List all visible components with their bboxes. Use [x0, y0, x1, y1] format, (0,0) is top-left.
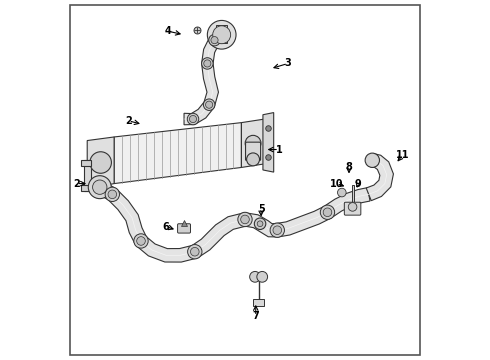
Circle shape: [203, 99, 215, 111]
Circle shape: [204, 60, 211, 67]
Circle shape: [273, 226, 282, 234]
Circle shape: [211, 37, 218, 44]
Text: 2: 2: [73, 179, 80, 189]
Polygon shape: [97, 181, 370, 262]
Circle shape: [188, 244, 202, 259]
Circle shape: [238, 212, 252, 226]
Circle shape: [254, 218, 266, 229]
Circle shape: [93, 180, 107, 194]
Text: 8: 8: [345, 162, 352, 172]
Text: 9: 9: [355, 179, 361, 189]
Circle shape: [88, 176, 111, 199]
Bar: [253, 299, 264, 306]
Circle shape: [245, 135, 261, 151]
FancyBboxPatch shape: [344, 202, 361, 215]
Circle shape: [137, 237, 146, 245]
Bar: [81, 160, 91, 166]
Text: 6: 6: [163, 222, 170, 231]
Circle shape: [246, 153, 260, 166]
Bar: [84, 160, 91, 191]
Text: 5: 5: [258, 204, 265, 214]
Circle shape: [190, 116, 196, 123]
FancyBboxPatch shape: [216, 25, 227, 43]
Bar: [351, 185, 354, 211]
Polygon shape: [263, 113, 274, 172]
Circle shape: [365, 153, 379, 167]
Circle shape: [250, 271, 260, 282]
Text: 3: 3: [285, 58, 292, 68]
Circle shape: [191, 247, 199, 256]
Circle shape: [187, 113, 199, 125]
Circle shape: [213, 26, 231, 44]
Circle shape: [241, 215, 249, 224]
Polygon shape: [366, 154, 393, 201]
Circle shape: [338, 188, 346, 197]
Circle shape: [205, 101, 213, 108]
Circle shape: [90, 152, 111, 173]
Circle shape: [270, 223, 285, 237]
Circle shape: [320, 205, 335, 220]
FancyBboxPatch shape: [245, 142, 261, 161]
Circle shape: [134, 234, 148, 248]
FancyBboxPatch shape: [177, 224, 191, 233]
Circle shape: [207, 21, 236, 49]
Polygon shape: [184, 30, 224, 125]
Polygon shape: [87, 137, 114, 189]
Text: 4: 4: [165, 26, 172, 36]
Text: 10: 10: [330, 179, 343, 189]
Polygon shape: [114, 123, 242, 184]
Circle shape: [348, 203, 357, 211]
Circle shape: [257, 271, 268, 282]
Polygon shape: [242, 119, 265, 167]
Circle shape: [108, 190, 117, 199]
Bar: [81, 185, 91, 191]
Text: 7: 7: [252, 311, 259, 321]
Circle shape: [201, 58, 213, 69]
Circle shape: [209, 35, 221, 46]
Text: 2: 2: [125, 116, 132, 126]
Circle shape: [105, 187, 120, 202]
Text: 11: 11: [396, 150, 410, 160]
Circle shape: [323, 208, 332, 217]
Text: 1: 1: [276, 144, 282, 154]
Circle shape: [257, 221, 263, 226]
